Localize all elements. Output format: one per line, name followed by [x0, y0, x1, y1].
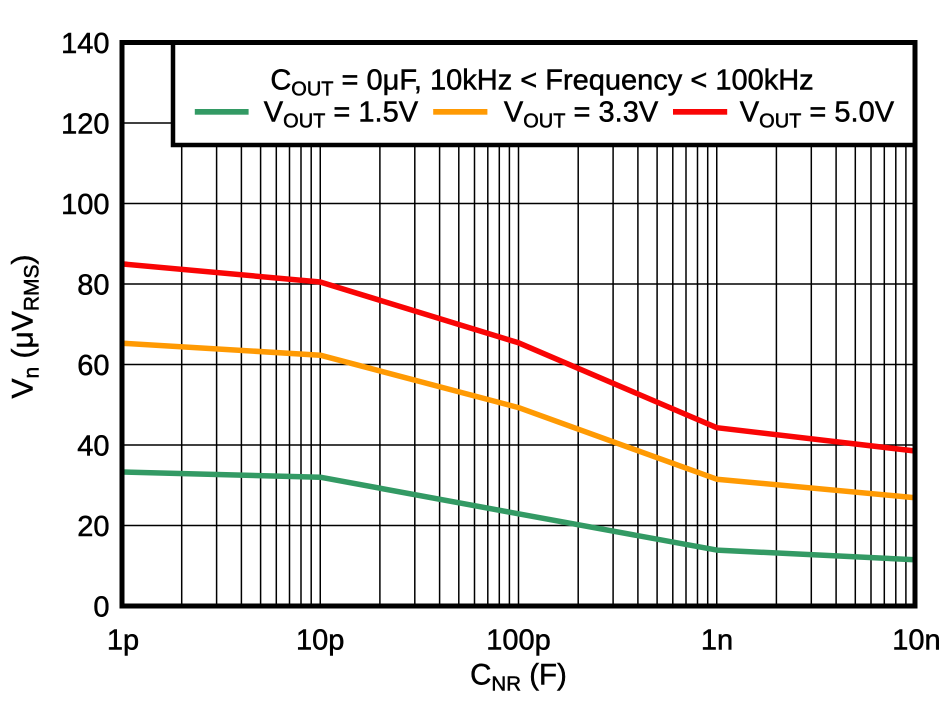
svg-text:10n: 10n	[892, 625, 940, 657]
svg-text:COUT = 0μF, 10kHz < Frequency: COUT = 0μF, 10kHz < Frequency < 100kHz	[270, 64, 813, 100]
svg-text:VOUT = 1.5V: VOUT = 1.5V	[264, 96, 419, 132]
svg-text:20: 20	[77, 511, 109, 543]
svg-text:1n: 1n	[701, 625, 733, 657]
svg-text:60: 60	[77, 350, 109, 382]
svg-text:80: 80	[77, 270, 109, 302]
svg-text:CNR (F): CNR (F)	[470, 659, 567, 696]
svg-text:10p: 10p	[296, 625, 344, 657]
svg-text:120: 120	[61, 109, 109, 141]
svg-text:100p: 100p	[486, 625, 551, 657]
svg-text:40: 40	[77, 431, 109, 463]
svg-text:1p: 1p	[107, 625, 139, 657]
svg-text:0: 0	[93, 592, 109, 624]
svg-text:140: 140	[61, 28, 109, 60]
svg-text:100: 100	[61, 189, 109, 221]
